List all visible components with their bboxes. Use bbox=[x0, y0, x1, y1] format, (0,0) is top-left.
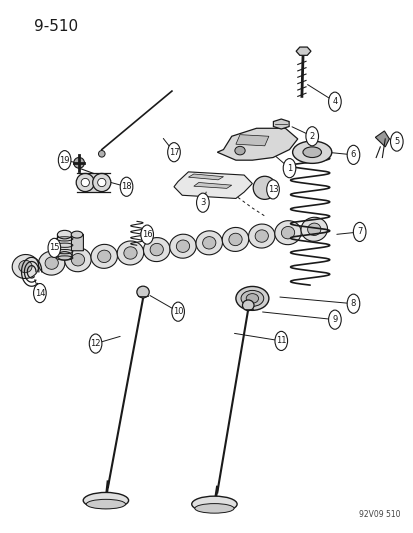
Ellipse shape bbox=[347, 294, 359, 313]
Ellipse shape bbox=[274, 332, 287, 351]
Ellipse shape bbox=[353, 222, 365, 241]
Ellipse shape bbox=[240, 290, 263, 306]
Ellipse shape bbox=[64, 248, 91, 272]
Ellipse shape bbox=[117, 241, 143, 265]
FancyBboxPatch shape bbox=[71, 235, 83, 251]
Ellipse shape bbox=[169, 234, 196, 258]
Ellipse shape bbox=[171, 302, 184, 321]
Ellipse shape bbox=[91, 244, 117, 268]
Polygon shape bbox=[85, 173, 102, 191]
Text: 18: 18 bbox=[121, 182, 131, 191]
Text: 19: 19 bbox=[59, 156, 70, 165]
Ellipse shape bbox=[254, 230, 268, 243]
Ellipse shape bbox=[167, 143, 180, 162]
Ellipse shape bbox=[246, 294, 258, 303]
Ellipse shape bbox=[222, 228, 248, 252]
Ellipse shape bbox=[302, 147, 321, 158]
Ellipse shape bbox=[292, 141, 331, 164]
Ellipse shape bbox=[196, 193, 209, 212]
Ellipse shape bbox=[242, 300, 254, 311]
Ellipse shape bbox=[48, 238, 60, 257]
Ellipse shape bbox=[248, 224, 274, 248]
Ellipse shape bbox=[235, 286, 268, 310]
Ellipse shape bbox=[176, 240, 189, 253]
Polygon shape bbox=[295, 47, 310, 55]
Ellipse shape bbox=[57, 230, 72, 239]
FancyBboxPatch shape bbox=[57, 235, 72, 256]
Ellipse shape bbox=[123, 247, 137, 259]
Text: 9-510: 9-510 bbox=[33, 19, 78, 34]
Text: 1: 1 bbox=[286, 164, 292, 173]
Ellipse shape bbox=[274, 221, 301, 245]
Text: 6: 6 bbox=[350, 150, 355, 159]
Circle shape bbox=[93, 173, 111, 191]
Ellipse shape bbox=[137, 286, 149, 298]
Text: 16: 16 bbox=[142, 230, 152, 239]
Ellipse shape bbox=[150, 244, 163, 256]
Polygon shape bbox=[193, 182, 231, 188]
Text: 2: 2 bbox=[309, 132, 314, 141]
Ellipse shape bbox=[143, 238, 170, 262]
Text: 13: 13 bbox=[267, 185, 278, 194]
Ellipse shape bbox=[328, 92, 340, 111]
Polygon shape bbox=[173, 172, 252, 198]
Ellipse shape bbox=[266, 180, 279, 199]
Ellipse shape bbox=[86, 499, 125, 509]
Text: 7: 7 bbox=[356, 228, 361, 237]
Ellipse shape bbox=[140, 225, 153, 244]
Text: 92V09 510: 92V09 510 bbox=[358, 510, 400, 519]
Ellipse shape bbox=[305, 127, 318, 146]
Ellipse shape bbox=[282, 159, 295, 177]
Text: 5: 5 bbox=[393, 137, 399, 146]
Polygon shape bbox=[273, 119, 288, 129]
Ellipse shape bbox=[58, 151, 71, 169]
Ellipse shape bbox=[191, 496, 237, 512]
Ellipse shape bbox=[89, 334, 102, 353]
Text: 3: 3 bbox=[200, 198, 205, 207]
Text: 15: 15 bbox=[49, 244, 59, 253]
Ellipse shape bbox=[228, 233, 242, 246]
Polygon shape bbox=[375, 131, 389, 147]
Polygon shape bbox=[188, 174, 223, 180]
Ellipse shape bbox=[328, 310, 340, 329]
Circle shape bbox=[98, 150, 105, 157]
Text: 14: 14 bbox=[35, 288, 45, 297]
Ellipse shape bbox=[97, 250, 111, 263]
Text: 17: 17 bbox=[168, 148, 179, 157]
Polygon shape bbox=[217, 128, 297, 160]
Ellipse shape bbox=[83, 492, 128, 508]
Text: 8: 8 bbox=[350, 299, 355, 308]
Text: 10: 10 bbox=[173, 307, 183, 316]
Ellipse shape bbox=[389, 132, 402, 151]
Ellipse shape bbox=[195, 504, 233, 513]
Text: 4: 4 bbox=[332, 97, 337, 106]
Ellipse shape bbox=[300, 217, 327, 241]
Ellipse shape bbox=[195, 231, 222, 255]
Circle shape bbox=[74, 157, 84, 168]
Ellipse shape bbox=[281, 227, 294, 239]
Ellipse shape bbox=[19, 260, 32, 273]
Ellipse shape bbox=[234, 147, 244, 155]
Circle shape bbox=[81, 179, 89, 187]
Polygon shape bbox=[235, 135, 268, 146]
Ellipse shape bbox=[33, 284, 46, 303]
Text: 9: 9 bbox=[332, 315, 337, 324]
Circle shape bbox=[97, 179, 106, 187]
Ellipse shape bbox=[202, 237, 215, 249]
Ellipse shape bbox=[71, 254, 84, 266]
Text: 12: 12 bbox=[90, 339, 101, 348]
Ellipse shape bbox=[45, 257, 58, 269]
Text: 11: 11 bbox=[275, 336, 286, 345]
Ellipse shape bbox=[57, 252, 72, 260]
Ellipse shape bbox=[38, 251, 65, 275]
Ellipse shape bbox=[120, 177, 133, 196]
Ellipse shape bbox=[307, 223, 320, 236]
Ellipse shape bbox=[71, 231, 83, 238]
Circle shape bbox=[76, 173, 94, 191]
Ellipse shape bbox=[347, 146, 359, 165]
Circle shape bbox=[253, 176, 275, 199]
Ellipse shape bbox=[12, 254, 39, 279]
